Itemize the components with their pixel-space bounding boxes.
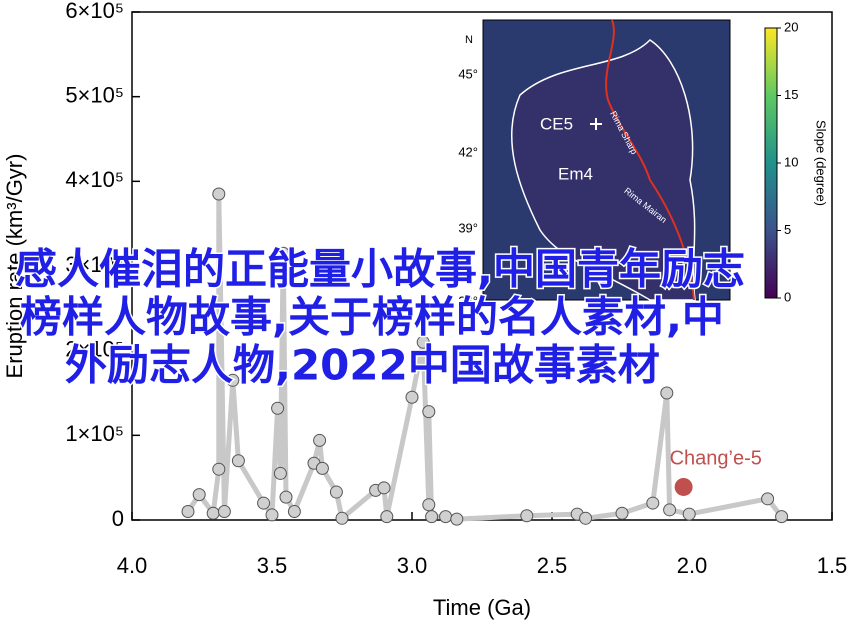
- data-point: [422, 405, 436, 419]
- rille: [605, 19, 695, 301]
- y-tick-label: 2×10⁵: [65, 336, 124, 361]
- y-tick-label: 6×10⁵: [65, 0, 124, 23]
- y-tick-label: 1×10⁵: [65, 421, 124, 446]
- colorbar-tick-label: 15: [784, 87, 798, 102]
- data-point: [231, 454, 245, 468]
- data-point: [273, 466, 287, 480]
- data-point: [615, 506, 629, 520]
- data-point: [450, 512, 464, 526]
- data-point: [313, 433, 327, 447]
- ce5-marker: [590, 118, 602, 130]
- data-point: [520, 509, 534, 523]
- y-tick-label: 5×10⁵: [65, 82, 124, 107]
- x-tick-label: 4.0: [117, 553, 148, 578]
- colorbar: [764, 27, 778, 299]
- data-point: [425, 510, 439, 524]
- data-point: [380, 510, 394, 524]
- colorbar-tick-label: 20: [784, 19, 798, 34]
- data-point: [422, 498, 436, 512]
- data-point: [405, 390, 419, 404]
- y-tick-label: 3×10⁵: [65, 252, 124, 277]
- data-point: [439, 510, 453, 524]
- x-axis-label: Time (Ga): [433, 595, 531, 620]
- data-point: [761, 492, 775, 506]
- data-point: [335, 511, 349, 525]
- data-point: [579, 511, 593, 525]
- data-point: [217, 505, 231, 519]
- data-point: [329, 485, 343, 499]
- data-point: [226, 373, 240, 387]
- data-point: [279, 490, 293, 504]
- colorbar-tick-label: 10: [784, 154, 798, 169]
- data-point: [212, 462, 226, 476]
- data-point: [271, 401, 285, 415]
- data-point: [377, 481, 391, 495]
- data-point: [663, 503, 677, 517]
- inset-map: N 45° 42° 39° 36° CE5 Em4 Rima Sharp Rim…: [458, 19, 828, 308]
- data-point: [287, 505, 301, 519]
- north-label: N: [465, 34, 473, 46]
- data-point: [276, 246, 290, 260]
- y-axis-label: Eruption rate (km³/Gyr): [2, 154, 27, 379]
- x-tick-label: 2.5: [537, 553, 568, 578]
- data-point: [257, 496, 271, 510]
- data-point: [682, 507, 696, 521]
- data-point: [265, 508, 279, 522]
- overlay-text: 外励志人物,2022中国故事素材: [65, 341, 660, 390]
- plot-area: 4.0 3.5 3.0 2.5 2.0 1.5 0 1×10⁵ 2×10⁵ 3×10⁵ 4×10⁵ 5…: [65, 0, 847, 578]
- data-point: [315, 461, 329, 475]
- y-tick-label: 4×10⁵: [65, 167, 124, 192]
- colorbar-ticks: 0 5 10 15 20: [777, 19, 798, 304]
- site-label: CE5: [540, 114, 573, 133]
- overlay-text: 榜样人物故事,关于榜样的名人素材,中: [20, 293, 724, 342]
- lat-label: 36°: [458, 293, 478, 308]
- x-tick-label: 3.5: [257, 553, 288, 578]
- data-point: [212, 187, 226, 201]
- lat-label: 42°: [458, 144, 478, 159]
- series-line: [185, 191, 784, 522]
- data-point: [775, 510, 789, 524]
- colorbar-tick-label: 5: [784, 222, 791, 237]
- lat-label: 39°: [458, 220, 478, 235]
- data-point: [416, 335, 430, 349]
- colorbar-label: Slope (degree): [814, 120, 829, 206]
- data-point: [181, 505, 195, 519]
- y-tick-label: 0: [112, 506, 124, 531]
- overlay-text: 感人催泪的正能量小故事,中国青年励志: [15, 245, 745, 294]
- data-point: [646, 496, 660, 510]
- x-tick-label: 1.5: [817, 553, 848, 578]
- data-point: [192, 488, 206, 502]
- colorbar-tick-label: 0: [784, 289, 791, 304]
- data-point: [674, 477, 693, 496]
- mare-boundary: [510, 39, 696, 301]
- x-tick-label: 3.0: [397, 553, 428, 578]
- lat-label: 45°: [458, 66, 478, 81]
- data-point: [660, 386, 674, 400]
- data-point: [206, 506, 220, 520]
- overlay: 感人催泪的正能量小故事,中国青年励志 榜样人物故事,关于榜样的名人素材,中 外励…: [14, 243, 747, 391]
- unit-label: Em4: [558, 164, 593, 183]
- point-label: Chang’e-5: [670, 447, 762, 469]
- x-tick-label: 2.0: [677, 553, 708, 578]
